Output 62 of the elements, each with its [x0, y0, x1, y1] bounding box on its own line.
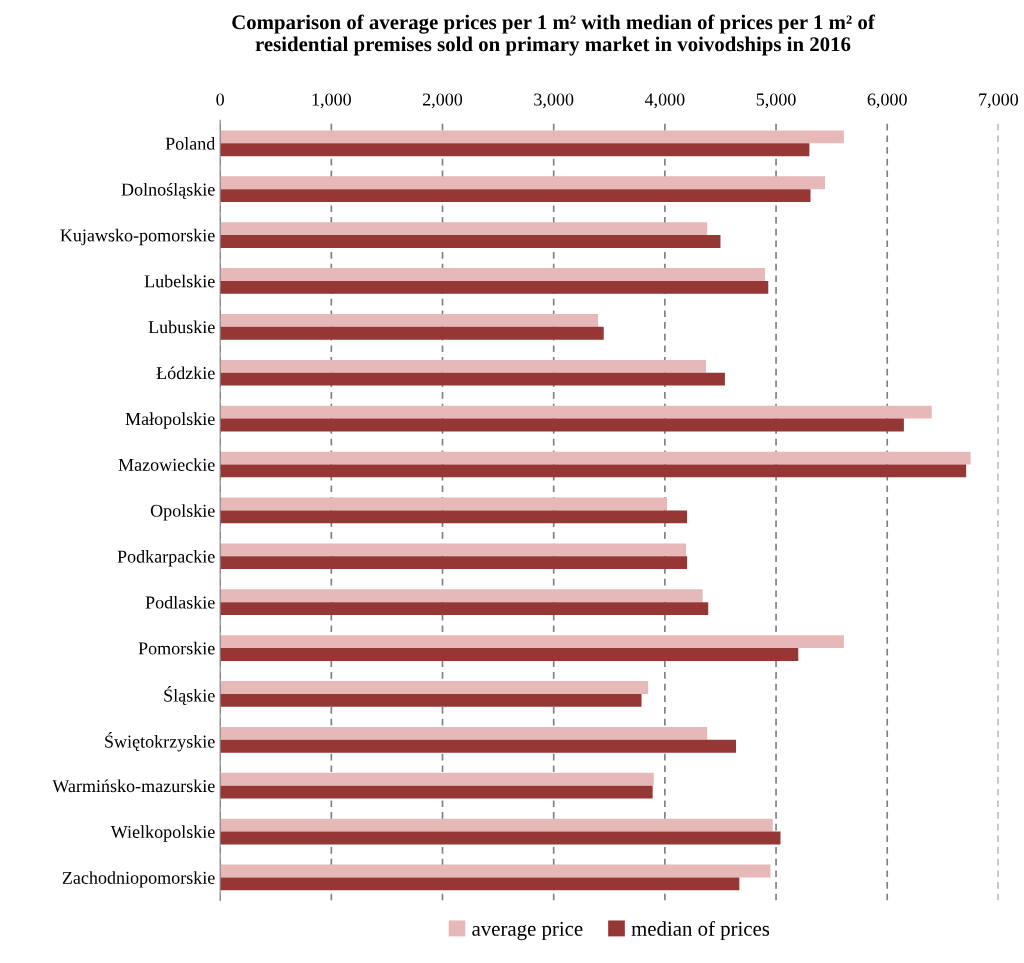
y-tick-label: Dolnośląskie	[121, 182, 215, 200]
y-tick-label: Mazowieckie	[118, 458, 215, 471]
bar	[220, 543, 686, 557]
bar	[220, 326, 604, 340]
y-tick-label: Zachodniopomorskie	[62, 871, 215, 888]
y-tick-label: Wielkopolskie	[110, 825, 215, 842]
chart-title: Comparison of average prices per 1 m² with median of prices per 1 m² of residential premises sold on primary market in voivodships in 2016	[232, 14, 875, 56]
legend-label: median of prices	[631, 920, 770, 941]
bar	[220, 176, 825, 190]
bar	[220, 222, 708, 236]
bar	[220, 510, 688, 524]
y-tick-label: Kujawsko-pomorskie	[60, 228, 215, 246]
bar	[220, 785, 653, 799]
y-tick-label: Opolskie	[150, 504, 215, 521]
y-tick-label: Poland	[165, 137, 216, 150]
bar	[220, 235, 721, 248]
bar	[220, 280, 769, 294]
bar	[220, 693, 642, 707]
x-tick-label: 5,000	[756, 93, 796, 109]
bar	[220, 405, 932, 419]
x-tick-label: 1,000	[312, 93, 351, 109]
bar	[220, 189, 811, 203]
bar	[220, 831, 781, 845]
bar	[220, 877, 740, 891]
x-tick-label: 4,000	[644, 93, 685, 109]
bar	[220, 589, 703, 603]
x-tick-label: 6,000	[867, 93, 907, 109]
y-tick-label: Łódzkie	[156, 366, 215, 380]
bar	[220, 739, 737, 753]
bar	[220, 497, 668, 511]
bar	[220, 130, 844, 144]
y-tick-label: Podkarpackie	[117, 550, 215, 567]
legend-label: average price	[472, 921, 583, 941]
bar	[220, 359, 706, 373]
bar	[220, 268, 765, 281]
x-tick-label: 0	[216, 93, 224, 106]
bar	[220, 818, 773, 832]
bar	[220, 314, 599, 327]
bar	[220, 464, 967, 478]
y-tick-label: Podlaskie	[145, 595, 215, 609]
bar	[220, 143, 810, 157]
y-tick-label: Pomorskie	[138, 641, 215, 655]
y-tick-label: Warmińsko-mazurskie	[52, 779, 215, 793]
bar	[220, 418, 904, 432]
bar	[220, 772, 654, 786]
bar	[220, 864, 771, 878]
y-tick-label: Lubuskie	[148, 320, 215, 334]
x-tick-label: 7,000	[979, 93, 1019, 109]
x-tick-label: 2,000	[422, 93, 463, 109]
y-tick-label: Małopolskie	[125, 412, 215, 429]
bar	[220, 372, 725, 386]
y-tick-label: Śląskie	[164, 686, 215, 706]
bar	[220, 635, 844, 649]
bar	[220, 726, 708, 740]
bar	[220, 556, 688, 570]
y-tick-label: Lubelskie	[144, 274, 215, 288]
bar	[220, 681, 649, 694]
bar	[220, 602, 709, 616]
bar	[220, 451, 971, 465]
bar	[220, 648, 799, 661]
y-tick-label: Świętokrzyskie	[105, 732, 215, 752]
x-tick-label: 3,000	[534, 93, 574, 109]
